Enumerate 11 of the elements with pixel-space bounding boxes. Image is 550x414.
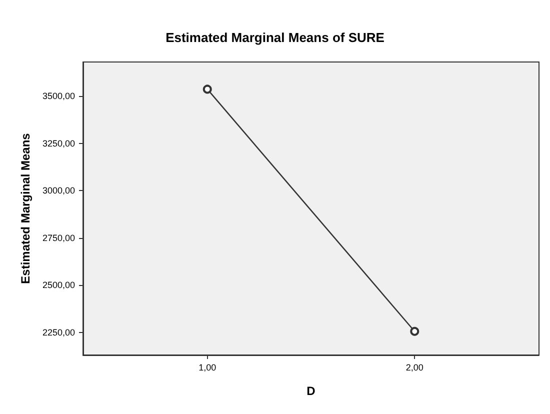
y-tick-label: 3000,00 bbox=[42, 186, 75, 196]
y-axis-title: Estimated Marginal Means bbox=[18, 132, 33, 284]
x-tick-label: 1,00 bbox=[198, 362, 216, 372]
y-tick-label: 2250,00 bbox=[42, 327, 75, 338]
x-axis-title: D bbox=[306, 384, 316, 398]
y-tick-label: 2750,00 bbox=[42, 232, 75, 243]
y-tick-label: 3500,00 bbox=[42, 91, 75, 102]
x-tick-label: 2,00 bbox=[406, 362, 424, 372]
y-tick-label: 2500,00 bbox=[42, 280, 75, 290]
y-tick-label: 3250,00 bbox=[42, 138, 75, 148]
chart-title: Estimated Marginal Means of SURE bbox=[166, 30, 385, 45]
